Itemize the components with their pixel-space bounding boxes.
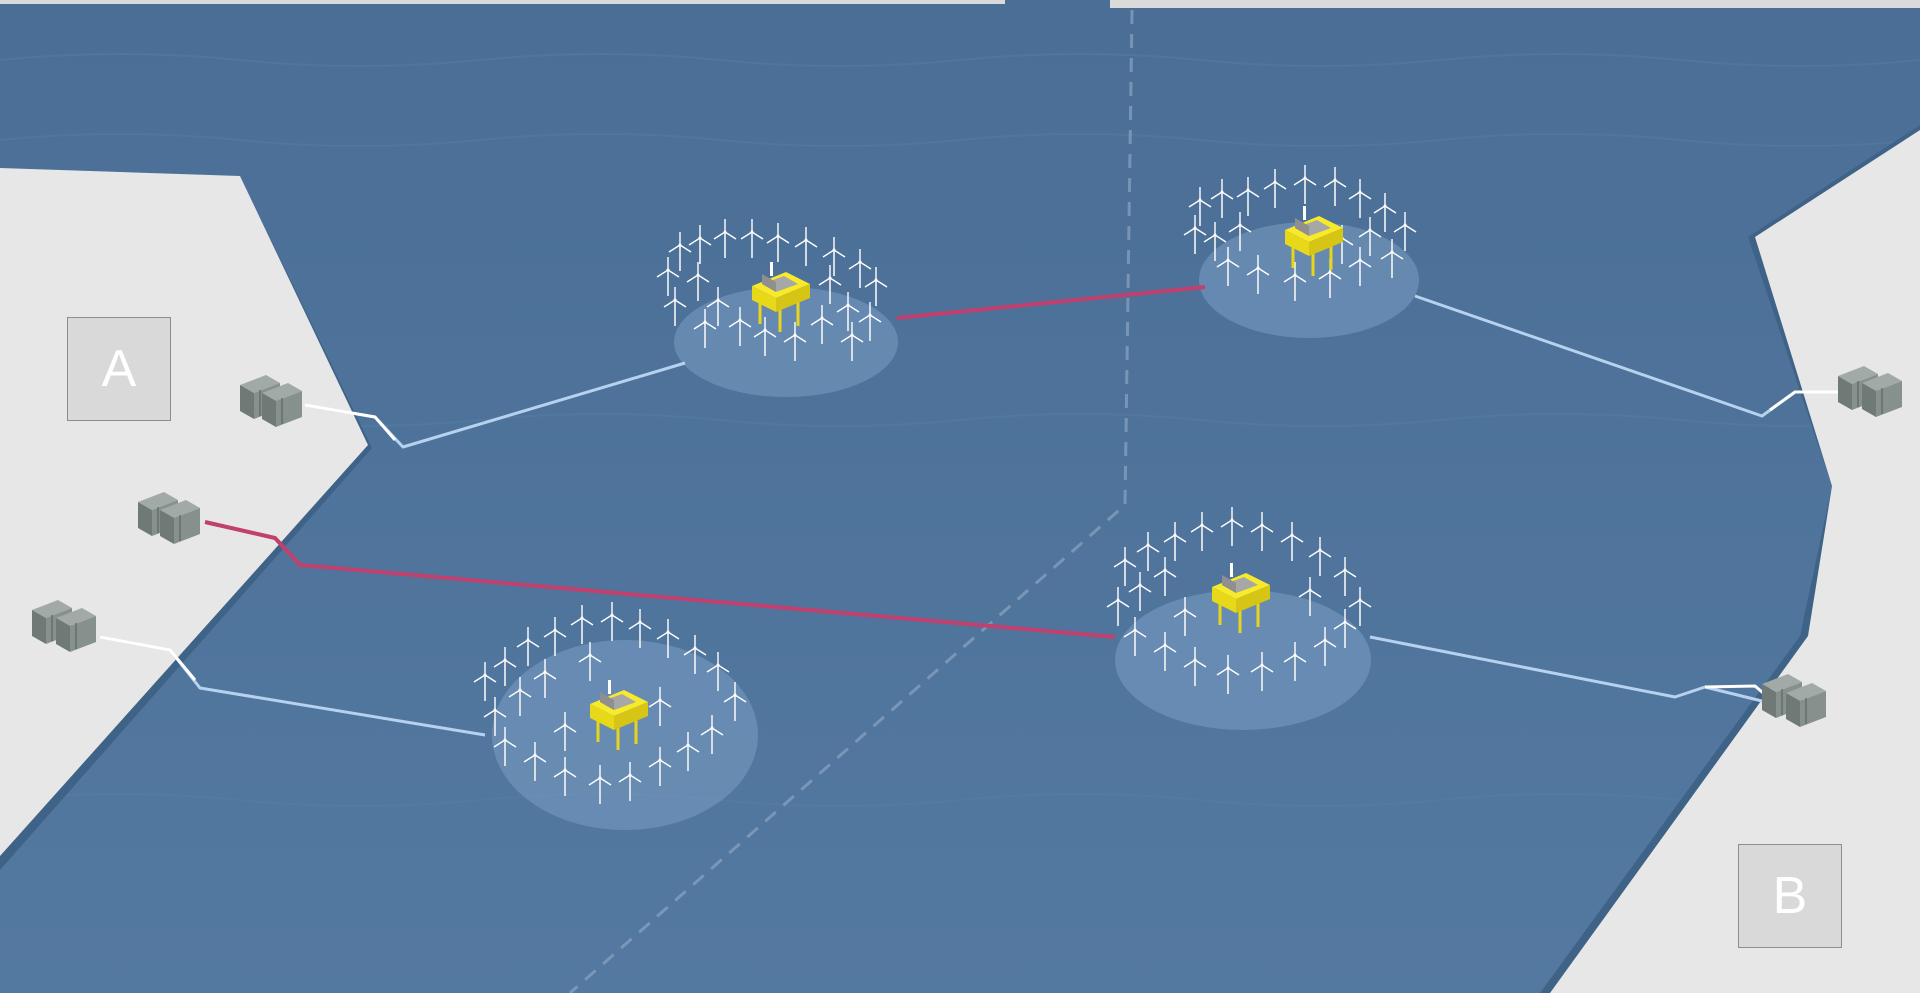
- export-cables: [99, 294, 1840, 737]
- maritime-boundary: [569, 9, 1134, 993]
- land-b: [1550, 130, 1920, 993]
- interconnector-cables: [204, 285, 1206, 639]
- wind-farm-area: [492, 640, 758, 830]
- wind-farm-area: [1115, 590, 1371, 730]
- country-label-b: B: [1738, 844, 1842, 948]
- country-label-a: A: [67, 317, 171, 421]
- wind-farm-area: [674, 287, 898, 397]
- top-edge-bar-right: [1110, 0, 1920, 8]
- wind-farm-area: [1199, 222, 1419, 338]
- top-edge-bar-left: [0, 0, 1005, 4]
